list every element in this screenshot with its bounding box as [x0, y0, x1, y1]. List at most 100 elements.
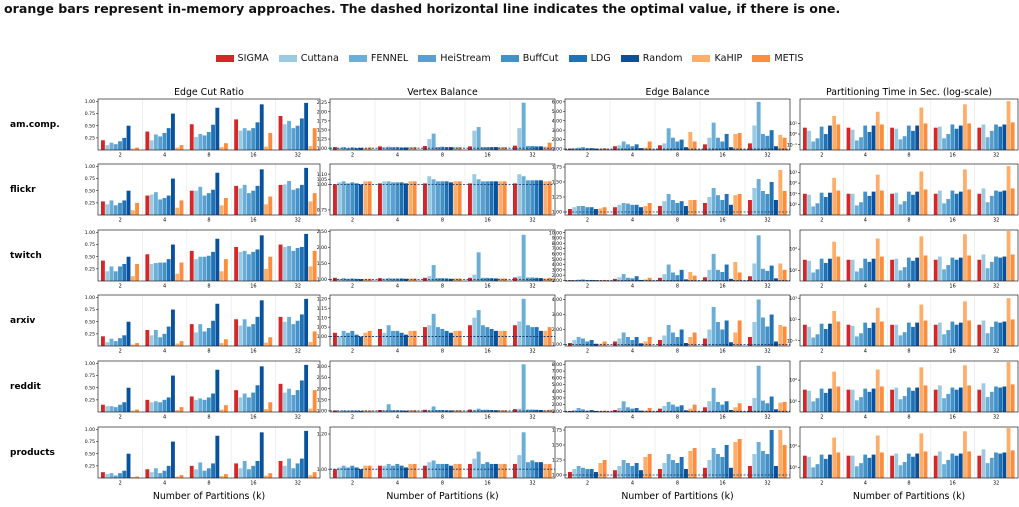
- bar-sigma: [803, 193, 807, 215]
- bar-sigma: [278, 383, 283, 412]
- bar-cuttana: [427, 276, 432, 281]
- bar-kahip: [875, 307, 880, 346]
- bar-sigma: [748, 466, 752, 478]
- bar-metis: [135, 409, 139, 412]
- bar-buffcut: [395, 182, 400, 215]
- y-tick-label: 0.75: [85, 242, 95, 248]
- bar-heistream: [815, 334, 820, 346]
- bar-sigma: [234, 185, 239, 215]
- y-tick-label: 0.75: [85, 111, 95, 117]
- bar-fennel: [711, 307, 716, 346]
- y-tick-label: 1.00: [317, 146, 327, 152]
- bar-random: [171, 375, 175, 412]
- legend-label: METIS: [774, 52, 804, 64]
- bar-kahip: [688, 200, 693, 215]
- bar-fennel: [985, 202, 990, 215]
- x-tick-label: 16: [719, 415, 725, 421]
- bar-cuttana: [572, 340, 577, 346]
- bar-fennel: [576, 407, 581, 412]
- bar-kahip: [130, 210, 135, 215]
- bar-heistream: [391, 147, 395, 150]
- bar-sigma: [145, 469, 150, 478]
- bar-ldg: [122, 470, 127, 478]
- bar-cuttana: [105, 406, 110, 412]
- bar-fennel: [854, 336, 859, 346]
- bar-sigma: [145, 195, 150, 215]
- bar-metis: [135, 147, 139, 150]
- bar-random: [774, 146, 778, 150]
- bar-fennel: [576, 147, 581, 150]
- bar-kahip: [963, 365, 967, 412]
- bar-ldg: [954, 193, 959, 215]
- bar-heistream: [989, 457, 994, 478]
- bar-cuttana: [337, 336, 342, 346]
- bar-fennel: [898, 270, 903, 281]
- bar-heistream: [761, 133, 765, 150]
- bar-random: [359, 147, 363, 150]
- bar-cuttana: [572, 469, 577, 478]
- bar-random: [215, 172, 220, 215]
- bar-heistream: [247, 397, 251, 412]
- bar-cuttana: [662, 463, 667, 478]
- bar-buffcut: [630, 146, 635, 150]
- bar-sigma: [658, 277, 662, 281]
- bar-heistream: [291, 395, 296, 412]
- bar-random: [126, 387, 131, 412]
- bar-sigma: [234, 319, 239, 346]
- bar-ldg: [255, 185, 260, 215]
- bar-fennel: [942, 464, 946, 478]
- bar-buffcut: [863, 125, 868, 150]
- bar-metis: [602, 460, 607, 478]
- bar-ldg: [634, 407, 639, 412]
- x-tick-label: 32: [993, 481, 999, 487]
- bar-fennel: [198, 462, 203, 478]
- y-tick-label: 1.15: [317, 306, 327, 312]
- bar-fennel: [341, 147, 346, 150]
- x-tick-label: 16: [949, 481, 955, 487]
- bar-cuttana: [337, 467, 342, 478]
- bar-cuttana: [149, 472, 154, 478]
- y-tick-label: 9.00: [552, 236, 562, 242]
- bar-buffcut: [485, 409, 490, 412]
- bar-cuttana: [149, 194, 154, 215]
- x-tick-label: 16: [484, 218, 490, 224]
- y-tick-label: 10²: [789, 378, 797, 384]
- bar-fennel: [476, 179, 481, 215]
- bar-cuttana: [238, 325, 243, 346]
- bar-cuttana: [937, 385, 942, 412]
- bar-random: [828, 192, 832, 215]
- bar-cuttana: [194, 332, 198, 346]
- bar-cuttana: [617, 338, 622, 346]
- y-tick-label: 1.00: [317, 277, 327, 283]
- row-label: twitch: [10, 251, 42, 261]
- panel-frame: [799, 426, 1019, 479]
- bar-fennel: [811, 337, 816, 346]
- bar-ldg: [911, 260, 915, 281]
- bar-cuttana: [238, 397, 243, 412]
- bar-sigma: [748, 337, 752, 346]
- y-tick-label: 1.10: [317, 315, 327, 321]
- bar-kahip: [363, 148, 368, 150]
- bar-cuttana: [707, 269, 712, 281]
- bar-ldg: [769, 130, 774, 150]
- bar-heistream: [158, 473, 163, 478]
- x-tick-label: 8: [907, 349, 910, 355]
- bar-sigma: [846, 127, 851, 150]
- bar-buffcut: [585, 469, 590, 478]
- bar-random: [774, 409, 778, 412]
- bar-sigma: [513, 325, 517, 346]
- bar-cuttana: [937, 126, 942, 150]
- column-title: Edge Balance: [646, 87, 710, 98]
- x-tick-label: 32: [295, 349, 301, 355]
- bar-fennel: [242, 319, 247, 346]
- bar-fennel: [198, 398, 203, 412]
- bar-cuttana: [662, 274, 667, 281]
- bar-heistream: [902, 201, 907, 215]
- bar-ldg: [634, 463, 639, 478]
- bar-random: [729, 467, 733, 478]
- panel-frame: [97, 294, 321, 347]
- bar-kahip: [688, 132, 693, 150]
- bar-fennel: [711, 188, 716, 215]
- bar-sigma: [278, 461, 283, 478]
- bar-buffcut: [440, 181, 445, 215]
